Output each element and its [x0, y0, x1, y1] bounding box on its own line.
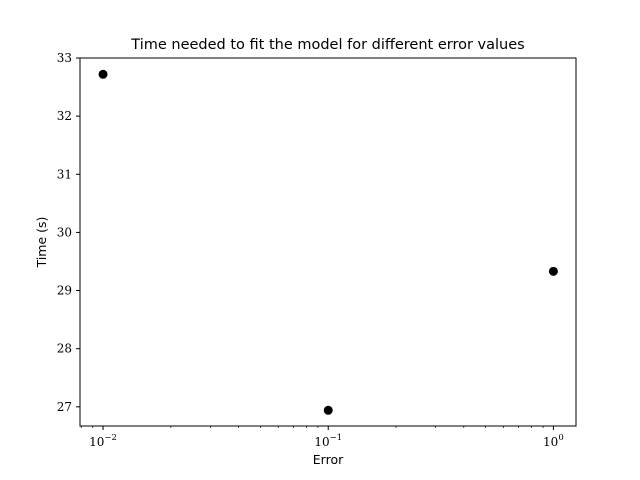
x-tick-label: 100 — [543, 433, 564, 449]
y-tick-label: 27 — [57, 400, 72, 414]
y-tick-label: 28 — [57, 342, 72, 356]
y-tick-label: 33 — [57, 51, 72, 65]
y-tick-label: 29 — [57, 284, 72, 298]
y-tick-label: 32 — [57, 109, 72, 123]
y-tick-label: 31 — [57, 167, 72, 181]
y-axis-label: Time (s) — [34, 217, 49, 269]
data-point — [323, 405, 333, 415]
data-point — [548, 266, 558, 276]
data-point — [98, 69, 108, 79]
chart-title: Time needed to fit the model for differe… — [130, 37, 524, 53]
x-tick-label: 10−2 — [89, 433, 117, 449]
x-axis-label: Error — [313, 452, 344, 467]
x-tick-label: 10−1 — [314, 433, 342, 449]
y-tick-label: 30 — [57, 225, 72, 239]
plot-area: 27 28 29 30 31 32 33 10−2 10−1 100 — [57, 51, 577, 449]
